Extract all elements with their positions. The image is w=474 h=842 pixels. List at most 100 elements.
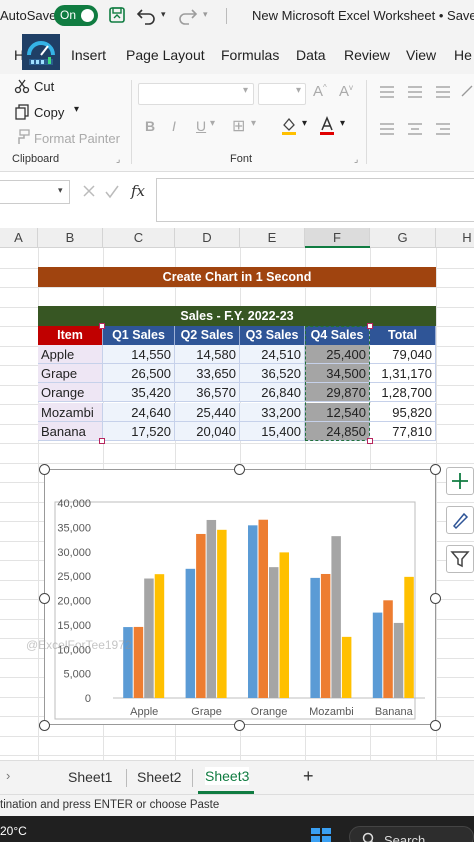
format-painter-icon[interactable] <box>14 129 30 145</box>
windows-start-icon[interactable] <box>311 828 331 842</box>
table-cell-q3-sales[interactable]: 33,200 <box>240 402 305 422</box>
table-header-q1-sales[interactable]: Q1 Sales <box>103 326 175 345</box>
column-header-c[interactable]: C <box>103 228 175 248</box>
tab-help[interactable]: He <box>454 47 472 63</box>
bar-series3-apple[interactable] <box>144 578 154 698</box>
add-sheet-button[interactable]: + <box>303 766 314 786</box>
column-header-e[interactable]: E <box>240 228 305 248</box>
tab-formulas[interactable]: Formulas <box>221 47 280 63</box>
chart-resize-handle[interactable] <box>430 464 441 475</box>
sheet-tab-1[interactable]: Sheet1 <box>68 769 113 785</box>
tab-insert[interactable]: Insert <box>71 47 107 63</box>
increase-font-icon[interactable]: A^ <box>313 83 327 100</box>
table-title[interactable]: Sales - F.Y. 2022-23 <box>38 306 436 326</box>
chart-resize-handle[interactable] <box>234 720 245 731</box>
table-cell-q1-sales[interactable]: 17,520 <box>103 421 175 441</box>
table-cell-q3-sales[interactable]: 26,840 <box>240 383 305 403</box>
bar-series2-apple[interactable] <box>133 626 144 698</box>
font-size-select[interactable] <box>258 83 306 105</box>
tab-view[interactable]: View <box>406 47 437 63</box>
bar-series1-banana[interactable] <box>372 612 383 698</box>
chart-filters-button[interactable] <box>446 545 474 573</box>
table-cell-q4-sales[interactable]: 29,870 <box>305 383 370 403</box>
table-cell-item[interactable]: Apple <box>38 345 103 364</box>
column-header-b[interactable]: B <box>38 228 103 248</box>
insert-function-button[interactable]: fx <box>131 182 146 200</box>
bar-series4-mozambi[interactable] <box>341 636 352 698</box>
selection-handle[interactable] <box>367 323 373 329</box>
column-header-g[interactable]: G <box>370 228 436 248</box>
table-cell-q1-sales[interactable]: 35,420 <box>103 383 175 403</box>
copy-dropdown-icon[interactable]: ▾ <box>74 104 80 115</box>
bar-series2-banana[interactable] <box>383 600 393 698</box>
bar-series3-banana[interactable] <box>393 622 404 698</box>
table-cell-item[interactable]: Banana <box>38 421 103 441</box>
cut-icon[interactable] <box>14 78 30 94</box>
underline-button[interactable]: U <box>196 118 207 134</box>
column-header-h[interactable]: H <box>462 230 472 245</box>
table-cell-total[interactable]: 1,28,700 <box>370 383 436 403</box>
alignment-icons[interactable] <box>378 84 474 144</box>
table-cell-item[interactable]: Mozambi <box>38 402 103 422</box>
table-header-item[interactable]: Item <box>38 326 103 345</box>
bar-series1-orange[interactable] <box>248 525 258 698</box>
table-cell-q3-sales[interactable]: 36,520 <box>240 364 305 384</box>
bar-series3-grape[interactable] <box>206 519 217 698</box>
formula-input[interactable] <box>156 178 474 222</box>
table-cell-q2-sales[interactable]: 25,440 <box>175 402 240 422</box>
bar-series1-mozambi[interactable] <box>310 577 320 698</box>
chart-resize-handle[interactable] <box>430 720 441 731</box>
chart-styles-button[interactable] <box>446 506 474 534</box>
table-cell-q1-sales[interactable]: 24,640 <box>103 402 175 422</box>
name-box[interactable] <box>0 180 70 204</box>
font-color-dropdown-icon[interactable]: ▾ <box>340 118 346 129</box>
save-icon[interactable] <box>108 6 126 24</box>
bar-series2-mozambi[interactable] <box>320 573 331 698</box>
clipboard-launcher-icon[interactable]: ⌟ <box>116 154 121 164</box>
font-name-dropdown-icon[interactable]: ▾ <box>243 85 249 96</box>
table-cell-q4-sales[interactable]: 12,540 <box>305 402 370 422</box>
selection-handle[interactable] <box>99 438 105 444</box>
tab-home[interactable]: H <box>14 47 25 63</box>
table-cell-q3-sales[interactable]: 24,510 <box>240 345 305 364</box>
tab-data[interactable]: Data <box>296 47 326 63</box>
borders-dropdown-icon[interactable]: ▾ <box>251 118 257 129</box>
redo-dropdown-icon[interactable]: ▾ <box>203 9 208 19</box>
table-header-q3-sales[interactable]: Q3 Sales <box>240 326 305 345</box>
tab-review[interactable]: Review <box>344 47 390 63</box>
selection-handle[interactable] <box>367 438 373 444</box>
fill-color-dropdown-icon[interactable]: ▾ <box>302 118 308 129</box>
bar-series4-banana[interactable] <box>404 576 414 698</box>
chart-resize-handle[interactable] <box>234 464 245 475</box>
bar-series1-grape[interactable] <box>185 568 196 698</box>
table-cell-q2-sales[interactable]: 20,040 <box>175 421 240 441</box>
scroll-tabs-right-icon[interactable]: › <box>6 768 11 783</box>
font-color-icon[interactable] <box>318 116 336 136</box>
chart-resize-handle[interactable] <box>39 464 50 475</box>
table-cell-q1-sales[interactable]: 26,500 <box>103 364 175 384</box>
tab-page-layout[interactable]: Page Layout <box>126 47 205 63</box>
banner-title[interactable]: Create Chart in 1 Second <box>38 267 436 287</box>
table-header-q2-sales[interactable]: Q2 Sales <box>175 326 240 345</box>
column-header-f[interactable]: F <box>305 228 370 248</box>
bar-series4-grape[interactable] <box>217 529 227 698</box>
sheet-tab-3[interactable]: Sheet3 <box>205 767 250 785</box>
name-box-dropdown-icon[interactable]: ▾ <box>58 185 63 195</box>
font-size-dropdown-icon[interactable]: ▾ <box>296 85 302 96</box>
column-chart[interactable]: 40,000 35,000 30,000 25,000 20,000 15,000 10,0… <box>45 470 437 726</box>
selection-handle[interactable] <box>99 323 105 329</box>
copy-icon[interactable] <box>14 104 30 120</box>
chart-elements-button[interactable] <box>446 467 474 495</box>
table-cell-item[interactable]: Orange <box>38 383 103 403</box>
fill-color-icon[interactable] <box>280 116 298 136</box>
format-painter-button[interactable]: Format Painter <box>34 131 120 146</box>
table-cell-q2-sales[interactable]: 14,580 <box>175 345 240 364</box>
chart-resize-handle[interactable] <box>430 593 441 604</box>
table-header-total[interactable]: Total <box>370 326 436 345</box>
font-launcher-icon[interactable]: ⌟ <box>354 154 359 164</box>
undo-dropdown-icon[interactable]: ▾ <box>161 9 166 19</box>
copy-button[interactable]: Copy <box>34 105 65 120</box>
table-cell-q2-sales[interactable]: 36,570 <box>175 383 240 403</box>
bar-series3-orange[interactable] <box>269 567 279 698</box>
table-cell-total[interactable]: 1,31,170 <box>370 364 436 384</box>
